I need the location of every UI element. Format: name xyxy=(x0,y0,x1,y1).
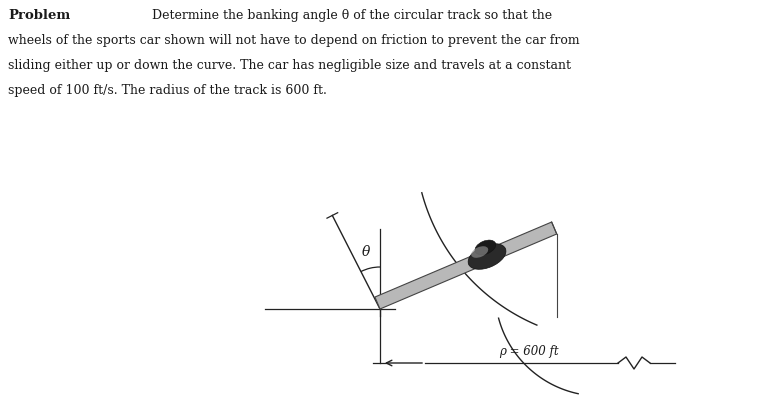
Text: sliding either up or down the curve. The car has negligible size and travels at : sliding either up or down the curve. The… xyxy=(8,59,571,72)
Text: Determine the banking angle θ of the circular track so that the: Determine the banking angle θ of the cir… xyxy=(152,9,552,22)
Ellipse shape xyxy=(471,247,489,258)
Ellipse shape xyxy=(475,241,496,255)
Text: Problem: Problem xyxy=(8,9,70,22)
Text: ρ = 600 ft: ρ = 600 ft xyxy=(500,344,559,357)
Ellipse shape xyxy=(468,244,506,269)
Text: speed of 100 ft/s. The radius of the track is 600 ft.: speed of 100 ft/s. The radius of the tra… xyxy=(8,84,327,97)
Text: θ: θ xyxy=(362,244,370,258)
Polygon shape xyxy=(375,223,557,309)
Text: wheels of the sports car shown will not have to depend on friction to prevent th: wheels of the sports car shown will not … xyxy=(8,34,579,47)
